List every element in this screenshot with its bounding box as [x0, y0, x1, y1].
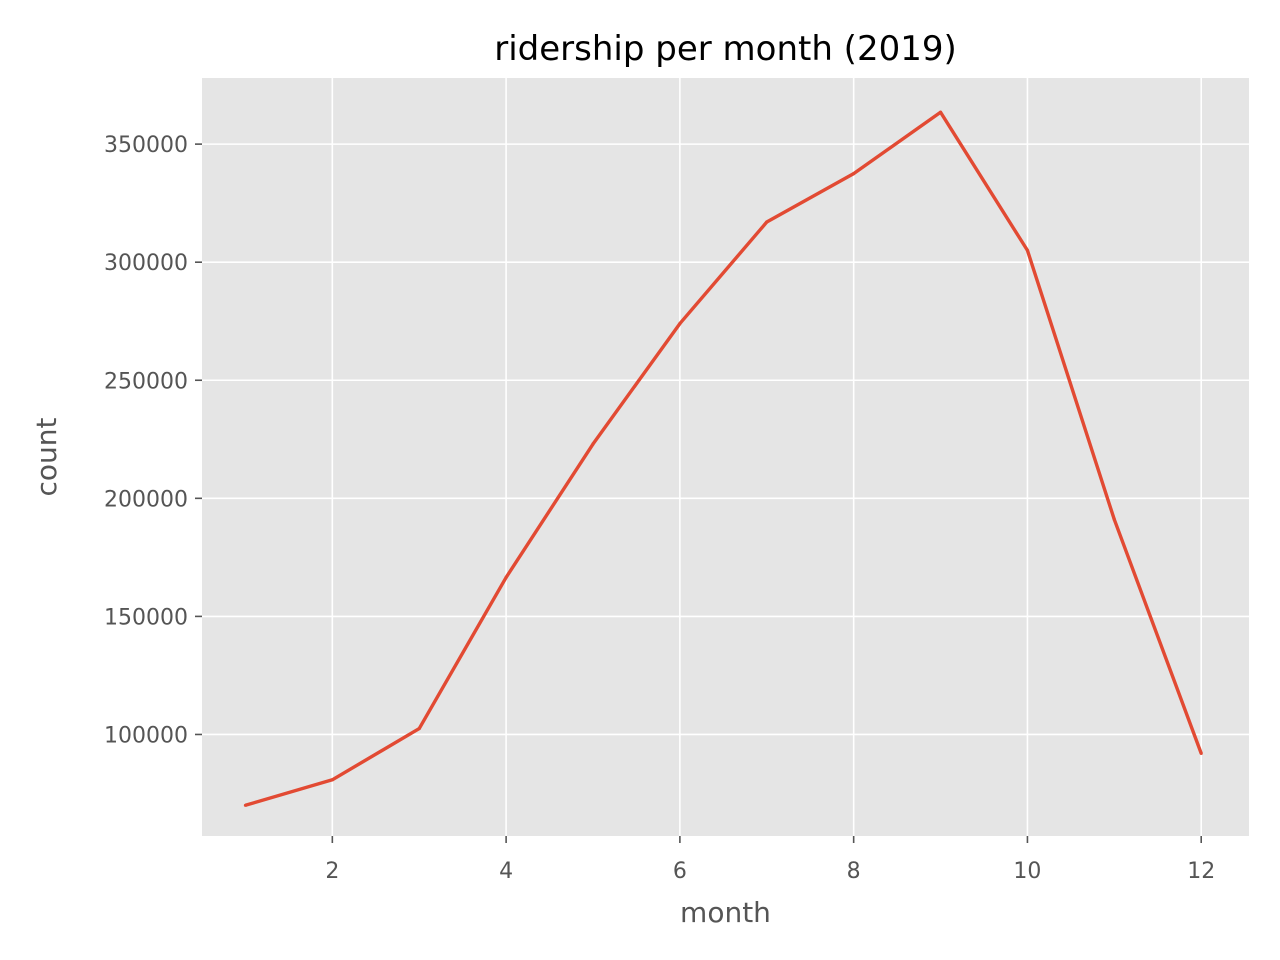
- y-tick-label: 200000: [104, 487, 188, 512]
- y-tick-label: 300000: [104, 251, 188, 276]
- y-axis-label: count: [30, 417, 63, 496]
- x-tick-label: 12: [1187, 859, 1215, 884]
- data-point: [417, 726, 421, 731]
- grid-layer: [202, 78, 1249, 836]
- data-point: [1199, 751, 1203, 755]
- y-tick-label: 150000: [104, 605, 188, 630]
- data-point: [591, 442, 595, 446]
- data-point: [1112, 517, 1116, 522]
- data-point: [938, 110, 943, 114]
- y-tick-label: 250000: [104, 369, 188, 394]
- data-point: [243, 803, 248, 807]
- data-point: [330, 778, 334, 782]
- x-tick-label: 4: [499, 859, 513, 884]
- data-point: [504, 575, 508, 580]
- x-tick-label: 2: [325, 859, 339, 884]
- series-line: [244, 110, 1203, 807]
- series-layer: [243, 110, 1203, 807]
- data-point: [852, 172, 856, 176]
- chart-title: ridership per month (2019): [494, 29, 957, 69]
- data-point: [1025, 248, 1030, 252]
- x-tick-label: 6: [673, 859, 687, 884]
- y-tick-label: 350000: [104, 133, 188, 158]
- plot-area: [202, 78, 1249, 836]
- x-axis-label: month: [680, 896, 771, 929]
- x-tick-label: 8: [847, 859, 861, 884]
- y-tick-label: 100000: [104, 723, 188, 748]
- tick-layer: 2 4 6 8 10 12 100000 150000 200000 250000 300000 35…: [104, 133, 1215, 884]
- x-tick-label: 10: [1013, 859, 1041, 884]
- data-point: [765, 220, 769, 224]
- data-point: [678, 321, 682, 326]
